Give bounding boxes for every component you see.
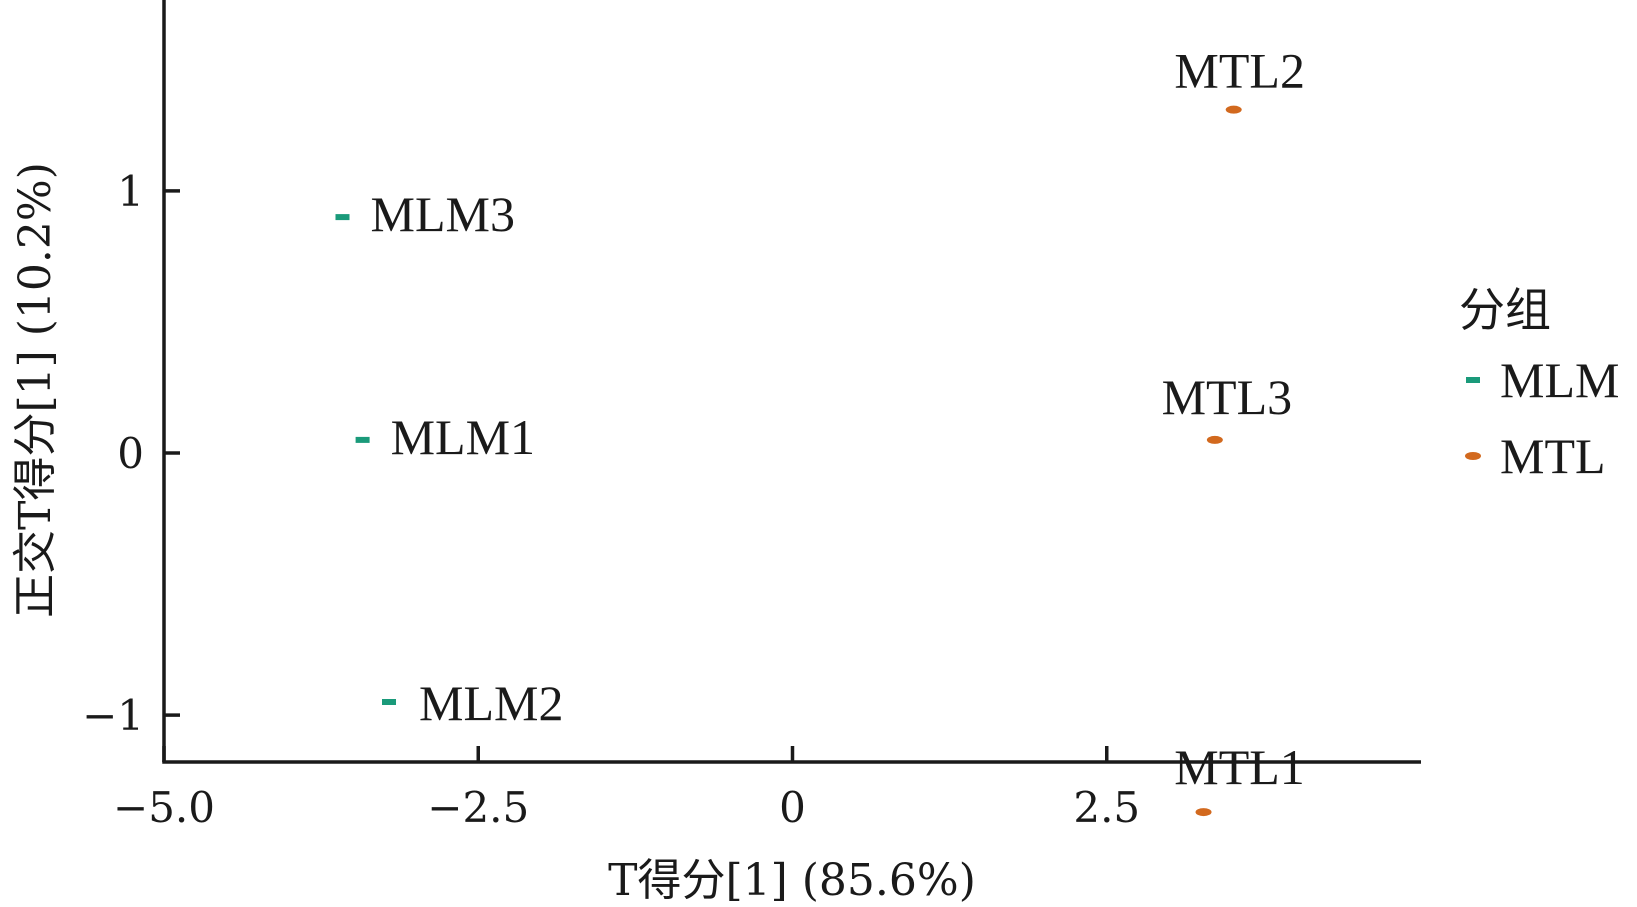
x-tick-label: −2.5 — [427, 783, 529, 832]
y-tick-label: −1 — [82, 691, 144, 740]
point-label-mtl1: MTL1 — [1174, 739, 1305, 795]
x-tick-label: −5.0 — [113, 783, 215, 832]
y-tick-label: 1 — [117, 167, 144, 216]
legend-title: 分组 — [1459, 283, 1551, 337]
plot-area: −5.0 −2.5 0 2.5 1 0 −1 T得分[1] (85.6%) 正交T得分[1] (… — [10, 0, 1619, 906]
y-tick-label: 0 — [117, 429, 144, 478]
point-label-mlm3: MLM3 — [370, 186, 514, 242]
x-tick-label: 0 — [779, 783, 806, 832]
point-mlm1 — [355, 436, 370, 443]
point-label-mtl2: MTL2 — [1174, 43, 1305, 99]
y-axis-title: 正交T得分[1] (10.2%) — [10, 162, 61, 618]
legend-label-mlm: MLM — [1500, 352, 1619, 408]
legend-label-mtl: MTL — [1500, 428, 1606, 484]
point-mlm2 — [382, 699, 397, 705]
point-mtl2 — [1225, 105, 1242, 114]
legend-swatch-mtl — [1465, 452, 1481, 460]
point-label-mlm2: MLM2 — [419, 675, 563, 731]
x-tick-label: 2.5 — [1073, 783, 1140, 832]
point-mtl1 — [1195, 808, 1212, 817]
point-label-mtl3: MTL3 — [1162, 369, 1293, 425]
x-axis-title: T得分[1] (85.6%) — [608, 855, 976, 906]
legend-swatch-mlm — [1466, 377, 1480, 383]
point-mlm3 — [335, 214, 350, 221]
point-mtl3 — [1206, 435, 1223, 444]
point-label-mlm1: MLM1 — [391, 409, 535, 465]
